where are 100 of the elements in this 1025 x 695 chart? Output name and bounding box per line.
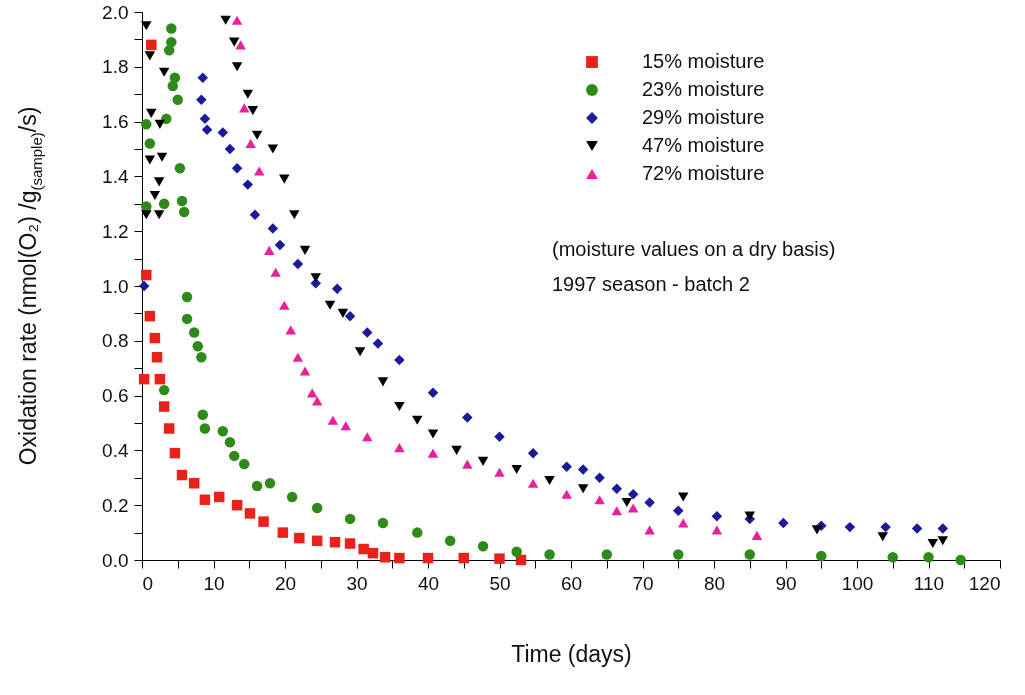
point — [158, 198, 170, 210]
x-tick-label: 30 — [346, 572, 368, 594]
point — [887, 552, 898, 563]
point — [458, 552, 469, 564]
point — [270, 267, 281, 277]
point — [192, 341, 204, 352]
point — [251, 480, 263, 492]
y-tick-label: 1.2 — [102, 220, 129, 242]
point — [422, 552, 434, 564]
point — [197, 72, 209, 83]
x-tick-label: 70 — [632, 572, 654, 594]
point — [141, 269, 152, 281]
point — [477, 456, 489, 466]
point — [224, 436, 236, 448]
legend-label: 47% moisture — [642, 134, 765, 156]
point — [311, 502, 323, 514]
x-axis-title: Time (days) — [511, 640, 632, 667]
point — [153, 177, 165, 187]
point — [311, 396, 323, 406]
point — [247, 106, 259, 116]
point — [412, 527, 423, 538]
point — [153, 210, 165, 220]
point — [169, 447, 181, 459]
point — [644, 525, 655, 535]
x-tick-label: 100 — [841, 572, 874, 594]
point — [494, 467, 505, 477]
point — [199, 113, 211, 125]
point — [494, 431, 505, 442]
point — [744, 511, 755, 521]
point — [158, 384, 170, 396]
point — [279, 300, 290, 310]
point — [577, 484, 589, 494]
point — [844, 521, 856, 533]
point — [144, 310, 156, 322]
point — [267, 223, 279, 234]
y-tick-label: 1.8 — [102, 56, 129, 78]
point — [379, 552, 391, 563]
point — [394, 552, 405, 564]
point — [156, 152, 168, 162]
point — [188, 478, 200, 489]
y-tick-label: 0.8 — [102, 330, 129, 352]
point — [146, 39, 157, 51]
point — [144, 138, 156, 149]
point — [340, 421, 352, 431]
point — [627, 489, 639, 500]
point — [181, 313, 193, 325]
point — [258, 516, 269, 527]
point — [138, 280, 150, 292]
y-tick-label: 0.0 — [102, 549, 129, 571]
y-tick-label: 0.4 — [102, 439, 129, 461]
y-tick-label: 0.2 — [102, 494, 129, 516]
point — [927, 539, 939, 549]
point — [594, 495, 605, 505]
legend-label: 15% moisture — [642, 50, 765, 72]
point — [816, 550, 827, 562]
point — [286, 491, 298, 503]
point — [154, 373, 166, 385]
point — [880, 521, 891, 533]
point — [394, 443, 405, 453]
point — [811, 525, 823, 535]
point — [444, 535, 456, 547]
point — [331, 283, 343, 294]
point — [561, 461, 572, 473]
point — [477, 541, 489, 552]
point — [744, 549, 755, 560]
point — [285, 325, 296, 335]
point — [188, 327, 200, 338]
point — [621, 497, 633, 507]
point — [224, 143, 236, 155]
point — [158, 67, 170, 77]
point — [299, 245, 311, 255]
point — [377, 377, 389, 387]
x-tick-label: 110 — [913, 572, 945, 594]
y-tick-label: 1.0 — [102, 275, 129, 297]
point — [329, 536, 341, 548]
point — [166, 23, 177, 34]
point — [544, 476, 555, 486]
x-tick-label: 90 — [775, 572, 797, 594]
point — [228, 450, 240, 462]
point — [245, 138, 256, 149]
point — [361, 432, 373, 442]
point — [377, 517, 389, 529]
x-tick-label: 120 — [968, 572, 1001, 594]
x-tick-label: 0 — [142, 572, 154, 594]
point — [751, 530, 763, 540]
point — [264, 478, 276, 489]
point — [289, 210, 300, 220]
x-tick-label: 80 — [703, 572, 726, 594]
point — [201, 124, 213, 136]
point — [427, 448, 439, 458]
point — [306, 388, 318, 398]
point — [149, 191, 161, 201]
point — [299, 366, 311, 376]
point — [264, 245, 275, 255]
point — [611, 483, 622, 494]
point — [527, 478, 539, 488]
point — [158, 401, 170, 412]
point — [673, 505, 684, 516]
point — [937, 536, 949, 546]
point — [197, 409, 209, 421]
